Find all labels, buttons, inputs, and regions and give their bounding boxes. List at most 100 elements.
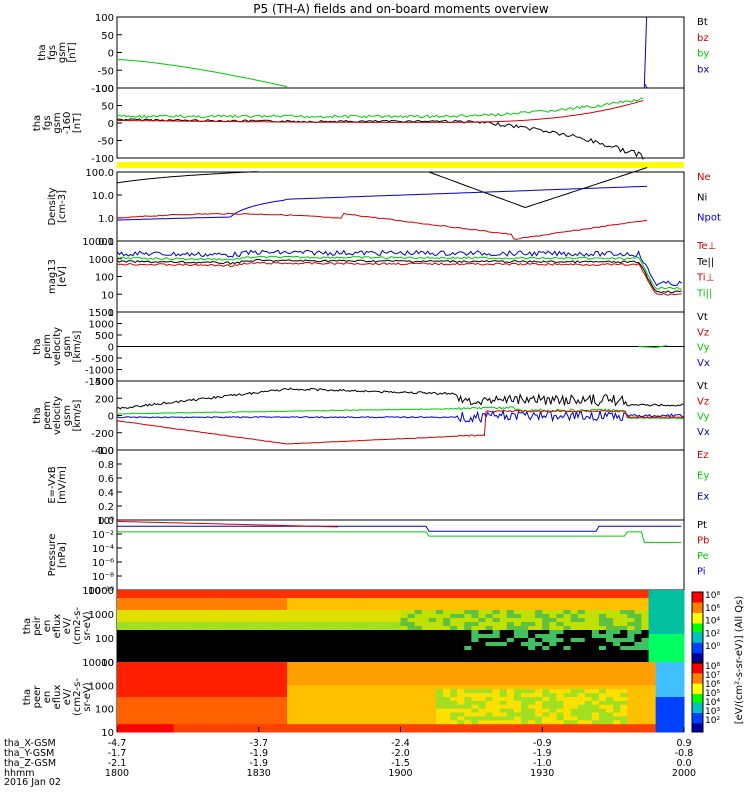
heatmap-cell xyxy=(620,716,628,721)
heatmap-cell xyxy=(244,673,253,679)
heatmap-cell xyxy=(620,708,628,714)
heatmap-cell xyxy=(443,677,451,682)
heatmap-cell xyxy=(676,614,685,619)
heatmap-cell xyxy=(457,622,465,627)
heatmap-cell xyxy=(187,606,196,611)
heatmap-cell xyxy=(655,665,664,671)
heatmap-cell xyxy=(549,665,557,671)
heatmap-cell xyxy=(613,630,621,635)
legend-ti: Ti⊥ xyxy=(696,273,714,284)
heatmap-cell xyxy=(223,712,231,717)
heatmap-cell xyxy=(577,630,586,635)
heatmap-cell xyxy=(209,654,217,659)
heatmap-cell xyxy=(414,697,423,702)
heatmap-cell xyxy=(117,594,125,599)
heatmap-cell xyxy=(499,712,508,717)
heatmap-cell xyxy=(563,614,572,619)
heatmap-cell xyxy=(308,712,316,717)
heatmap-cell xyxy=(294,700,302,706)
heatmap-cell xyxy=(450,634,458,639)
heatmap-cell xyxy=(173,626,182,631)
heatmap-cell xyxy=(315,665,324,671)
heatmap-cell xyxy=(209,712,217,717)
y-tick-label: 0.2 xyxy=(98,502,114,513)
heatmap-cell xyxy=(280,650,288,655)
heatmap-cell xyxy=(662,642,671,647)
heatmap-cell xyxy=(506,728,515,733)
heatmap-cell xyxy=(152,681,161,686)
heatmap-cell xyxy=(322,662,331,667)
heatmap-cell xyxy=(570,665,579,671)
heatmap-cell xyxy=(528,634,536,639)
heatmap-cell xyxy=(648,658,657,663)
heatmap-cell xyxy=(563,720,572,725)
heatmap-cell xyxy=(400,622,409,627)
heatmap-cell xyxy=(634,634,642,639)
heatmap-cell xyxy=(336,681,345,686)
heatmap-cell xyxy=(117,638,125,643)
heatmap-cell xyxy=(421,598,430,603)
heatmap-cell xyxy=(280,697,288,702)
heatmap-cell xyxy=(357,614,366,619)
heatmap-cell xyxy=(506,716,515,721)
heatmap-cell xyxy=(216,638,224,643)
heatmap-cell xyxy=(138,662,146,667)
heatmap-cell xyxy=(513,665,522,671)
heatmap-cell xyxy=(322,602,331,607)
heatmap-cell xyxy=(400,658,409,663)
heatmap-cell xyxy=(124,693,132,698)
heatmap-cell xyxy=(173,614,182,619)
heatmap-cell xyxy=(357,669,366,675)
heatmap-cell xyxy=(280,594,288,599)
heatmap-cell xyxy=(676,704,685,710)
heatmap-cell xyxy=(272,606,281,611)
heatmap-cell xyxy=(620,693,628,698)
heatmap-cell xyxy=(223,614,231,619)
heatmap-cell xyxy=(166,622,175,627)
heatmap-cell xyxy=(301,602,309,607)
heatmap-cell xyxy=(308,630,316,635)
heatmap-cell xyxy=(287,669,295,675)
heatmap-cell xyxy=(598,638,607,643)
heatmap-cell xyxy=(386,626,394,631)
heatmap-cell xyxy=(209,642,217,647)
colorbar-segment xyxy=(692,726,703,730)
colorbar-segment xyxy=(692,713,703,716)
heatmap-cell xyxy=(648,662,657,667)
heatmap-cell xyxy=(591,665,600,671)
heatmap-cell xyxy=(209,650,217,655)
heatmap-cell xyxy=(535,626,543,631)
colorbar-segment xyxy=(692,668,703,671)
heatmap-cell xyxy=(577,598,586,603)
heatmap-cell xyxy=(379,689,387,694)
heatmap-cell xyxy=(244,602,253,607)
heatmap-cell xyxy=(209,590,217,595)
heatmap-cell xyxy=(570,634,579,639)
heatmap-cell xyxy=(145,708,153,714)
heatmap-cell xyxy=(414,610,423,615)
heatmap-cell xyxy=(443,662,451,667)
heatmap-cell xyxy=(492,622,501,627)
heatmap-cell xyxy=(542,697,550,702)
heatmap-cell xyxy=(528,650,536,655)
heatmap-cell xyxy=(280,665,288,671)
heatmap-cell xyxy=(166,642,175,647)
heatmap-cell xyxy=(223,622,231,627)
heatmap-cell xyxy=(563,669,572,675)
heatmap-cell xyxy=(336,704,345,710)
heatmap-cell xyxy=(159,689,168,694)
heatmap-cell xyxy=(138,630,146,635)
heatmap-cell xyxy=(499,602,508,607)
colorbar-segment xyxy=(692,618,703,621)
heatmap-cell xyxy=(280,654,288,659)
heatmap-cell xyxy=(520,697,529,702)
heatmap-cell xyxy=(244,634,253,639)
y-tick-label: -200 xyxy=(91,429,114,440)
heatmap-cell xyxy=(202,689,210,694)
heatmap-cell xyxy=(209,677,217,682)
heatmap-cell xyxy=(138,704,146,710)
heatmap-cell xyxy=(159,697,168,702)
heatmap-cell xyxy=(641,712,650,717)
heatmap-cell xyxy=(549,700,557,706)
